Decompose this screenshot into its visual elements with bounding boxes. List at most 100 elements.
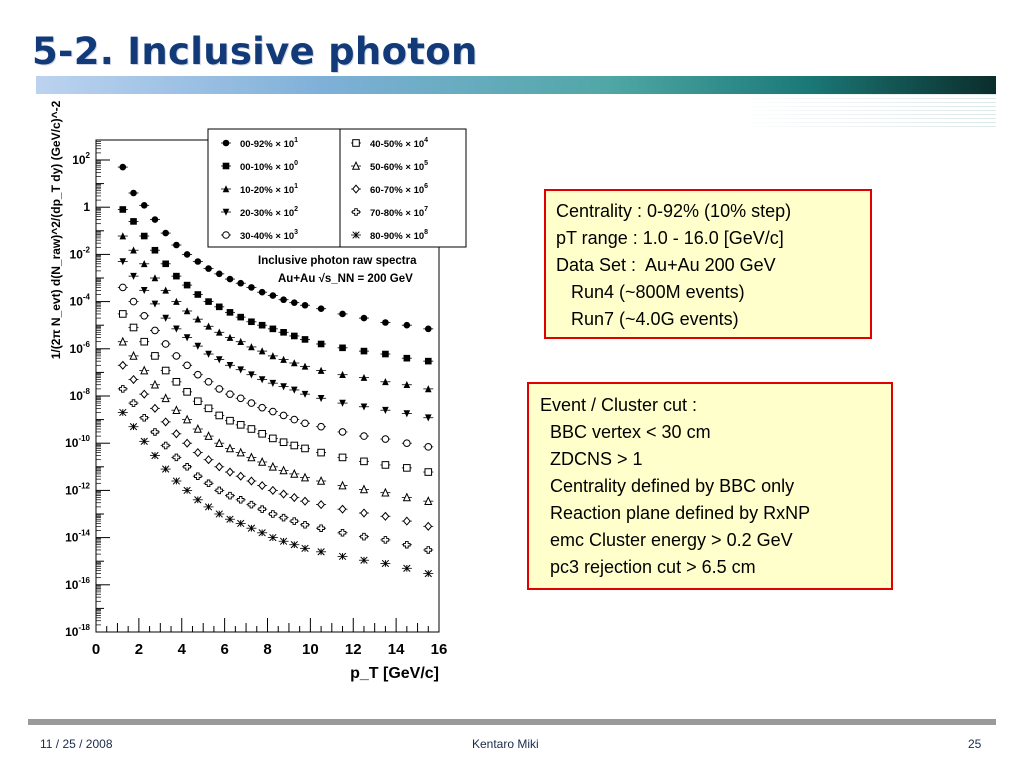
data-point	[182, 307, 193, 315]
title-gradient-bar	[36, 76, 996, 94]
data-point	[128, 374, 139, 385]
chart-axes	[95, 139, 440, 633]
data-point	[214, 270, 225, 278]
data-point	[300, 472, 311, 482]
series-50-60%	[117, 336, 434, 505]
series-10-20%	[117, 232, 434, 393]
data-point	[160, 465, 171, 473]
data-point	[160, 417, 171, 427]
data-point	[224, 361, 235, 370]
x-tick-label: 14	[388, 641, 405, 658]
legend-label: 60-70% × 106	[370, 183, 428, 196]
data-point	[192, 448, 203, 458]
data-point	[316, 305, 327, 313]
data-point	[358, 403, 369, 411]
data-point	[182, 438, 193, 448]
data-point	[316, 394, 327, 403]
data-point	[351, 208, 361, 216]
data-point	[257, 505, 268, 513]
data-point	[182, 334, 193, 342]
data-point	[117, 206, 128, 213]
data-point	[401, 564, 412, 572]
data-point	[380, 511, 391, 521]
cut-line: Reaction plane defined by RxNP	[540, 503, 811, 523]
cut-line: pc3 rejection cut > 6.5 cm	[540, 557, 756, 577]
series-70-80%	[117, 385, 434, 554]
data-point	[423, 414, 434, 422]
data-point	[337, 529, 348, 537]
data-point	[278, 296, 289, 304]
data-point	[235, 337, 246, 345]
data-point	[246, 452, 257, 462]
data-point	[128, 189, 139, 197]
data-point	[203, 350, 214, 358]
y-tick-label: 10-4	[70, 293, 91, 309]
data-point	[300, 336, 311, 343]
data-point	[337, 310, 348, 318]
data-point	[214, 328, 225, 336]
legend-label: 40-50% × 104	[370, 137, 428, 150]
data-point	[139, 232, 150, 240]
legend-entry: 30-40% × 103	[221, 229, 298, 242]
data-point	[160, 229, 171, 237]
data-point	[117, 360, 128, 370]
cut-line: Centrality defined by BBC only	[540, 476, 795, 496]
data-point	[380, 461, 391, 469]
data-point	[278, 537, 289, 545]
data-point	[401, 516, 412, 526]
data-point	[300, 444, 311, 453]
data-point	[300, 496, 311, 506]
data-point	[224, 443, 235, 453]
data-point	[401, 492, 412, 502]
y-tick-label: 10-18	[65, 623, 90, 639]
data-point	[289, 299, 300, 306]
data-point	[267, 325, 278, 333]
data-point	[257, 456, 268, 466]
data-point	[380, 487, 391, 497]
data-point	[423, 325, 434, 333]
data-point	[235, 313, 246, 321]
legend-label: 70-80% × 107	[370, 206, 428, 219]
data-point	[203, 503, 214, 511]
legend-entry: 00-10% × 100	[221, 160, 298, 173]
data-point	[182, 388, 193, 396]
data-point	[160, 314, 171, 322]
data-point	[246, 371, 257, 379]
data-point	[351, 161, 361, 170]
data-point	[300, 390, 311, 398]
data-point	[224, 309, 235, 316]
y-axis-label: 1/(2π N_evt) d(N_raw)^2/(dp_T dy) (GeV/c…	[49, 100, 63, 359]
legend-entry: 10-20% × 101	[221, 183, 298, 196]
data-point	[278, 513, 289, 522]
data-point	[128, 323, 139, 332]
data-point	[128, 246, 139, 254]
data-point	[267, 510, 278, 518]
data-point	[192, 496, 203, 504]
data-point	[235, 471, 246, 481]
data-point	[128, 350, 139, 360]
data-point	[117, 163, 128, 171]
title-decoration-stripes	[750, 94, 996, 128]
data-point	[203, 265, 214, 272]
y-tick-label: 10-10	[65, 434, 90, 450]
cut-line: BBC vertex < 30 cm	[540, 422, 711, 442]
data-point	[358, 556, 369, 564]
data-point	[214, 486, 225, 495]
series-40-50%	[117, 310, 434, 476]
data-point	[401, 410, 412, 418]
data-point	[423, 569, 434, 578]
data-point	[149, 274, 160, 282]
data-point	[149, 246, 160, 254]
data-point	[423, 385, 434, 393]
data-point	[267, 379, 278, 387]
data-point	[117, 385, 128, 393]
data-point	[423, 521, 434, 531]
data-point	[257, 376, 268, 384]
data-point	[337, 480, 348, 490]
data-point	[423, 496, 434, 505]
data-point	[316, 548, 327, 556]
legend-entry: 50-60% × 105	[351, 160, 428, 173]
data-point	[289, 415, 300, 424]
data-point	[267, 407, 278, 416]
x-tick-label: 0	[92, 641, 100, 658]
